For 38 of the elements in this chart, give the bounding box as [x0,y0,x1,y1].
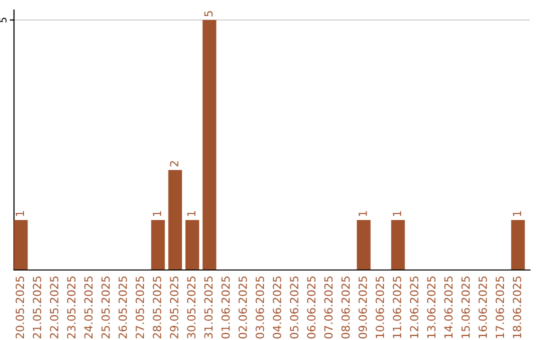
data-label: 1 [152,211,162,216]
x-tick-label: 21.05.2025 [32,276,42,338]
x-tick-label: 15.06.2025 [461,276,470,338]
x-tick-label: 20.05.2025 [16,276,24,338]
x-tick-label: 28.05.2025 [152,276,162,338]
x-tick-label: 29.05.2025 [170,276,178,338]
x-tick-label: 06.06.2025 [307,276,316,338]
x-tick-label: 08.06.2025 [341,276,350,338]
x-tick-label: 17.06.2025 [496,276,504,338]
x-tick-label: 02.06.2025 [238,276,247,338]
x-tick-label: 03.06.2025 [256,276,264,338]
data-label: 1 [512,211,522,216]
data-label: 1 [392,211,402,216]
data-label: 5 [204,11,213,16]
data-label: 1 [16,211,24,216]
x-tick-label: 04.06.2025 [272,276,282,338]
x-tick-label: 11.06.2025 [392,276,402,338]
x-tick-label: 24.05.2025 [84,276,93,338]
x-tick-label: 26.05.2025 [118,276,127,338]
x-tick-label: 23.05.2025 [67,276,76,338]
x-tick-label: 18.06.2025 [512,276,522,338]
x-tick-label: 31.05.2025 [204,276,213,338]
x-tick-label: 25.05.2025 [101,276,110,338]
data-label: 2 [170,161,178,166]
data-label: 1 [187,211,196,216]
x-tick-label: 07.06.2025 [324,276,333,338]
x-tick-label: 14.06.2025 [444,276,453,338]
x-tick-label: 01.06.2025 [221,276,230,338]
x-tick-label: 30.05.2025 [187,276,196,338]
x-tick-label: 27.05.2025 [136,276,144,338]
x-tick-label: 05.06.2025 [290,276,298,338]
x-tick-label: 22.05.2025 [50,276,58,338]
x-tick-label: 12.06.2025 [410,276,418,338]
x-tick-label: 13.06.2025 [427,276,436,338]
x-tick-label: 10.06.2025 [376,276,384,338]
data-label: 1 [358,211,367,216]
x-tick-label: 09.06.2025 [358,276,367,338]
x-tick-label: 16.06.2025 [478,276,487,338]
